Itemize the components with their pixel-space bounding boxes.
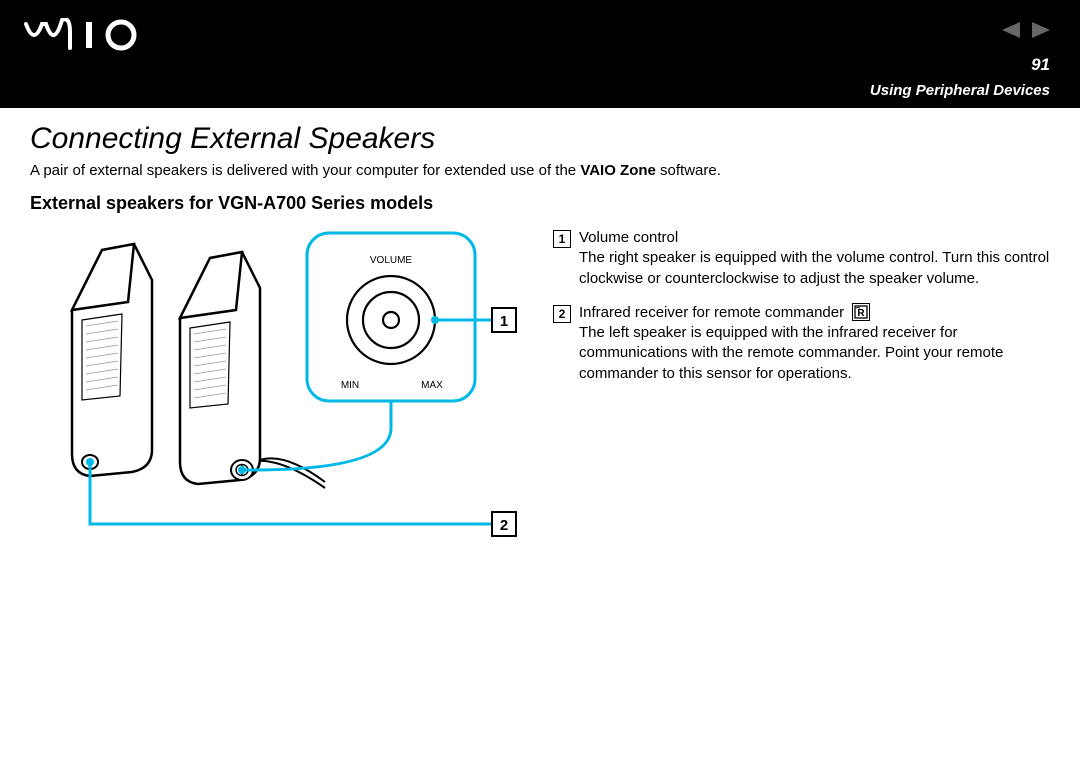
vaio-logo — [24, 18, 154, 57]
vaio-zone-bold: VAIO Zone — [580, 162, 656, 179]
legend-item-2: 2 Infrared receiver for remote commander… — [553, 303, 1050, 384]
max-label: MAX — [421, 380, 443, 391]
page-title: Connecting External Speakers — [30, 122, 1050, 156]
svg-text:R: R — [858, 308, 866, 319]
diagram-marker-2: 2 — [500, 517, 508, 534]
ir-receiver-icon: R — [852, 303, 870, 321]
legend-num-2: 2 — [553, 305, 571, 323]
legend: 1 Volume control The right speaker is eq… — [553, 228, 1050, 398]
next-page-icon[interactable] — [1032, 22, 1050, 38]
prev-page-icon[interactable] — [1002, 22, 1020, 38]
page-number: 91 — [1031, 55, 1050, 75]
legend-desc-2: The left speaker is equipped with the in… — [579, 323, 1050, 384]
section-label: Using Peripheral Devices — [870, 82, 1050, 99]
legend-num-1: 1 — [553, 230, 571, 248]
min-label: MIN — [341, 380, 359, 391]
legend-title-1: Volume control — [579, 229, 678, 246]
legend-desc-1: The right speaker is equipped with the v… — [579, 248, 1050, 289]
subtitle: External speakers for VGN-A700 Series mo… — [30, 193, 1050, 214]
body-row: VOLUME MIN MAX 1 2 — [30, 228, 1050, 558]
intro-text: A pair of external speakers is delivered… — [30, 162, 1050, 179]
speaker-diagram: VOLUME MIN MAX 1 2 — [30, 228, 525, 558]
legend-title-2: Infrared receiver for remote commander — [579, 304, 844, 321]
diagram-marker-1: 1 — [500, 313, 508, 330]
page-content: Connecting External Speakers A pair of e… — [0, 108, 1080, 558]
nav-arrows — [1002, 22, 1050, 38]
page-header: 91 Using Peripheral Devices — [0, 0, 1080, 108]
volume-label: VOLUME — [370, 255, 413, 266]
legend-item-1: 1 Volume control The right speaker is eq… — [553, 228, 1050, 289]
